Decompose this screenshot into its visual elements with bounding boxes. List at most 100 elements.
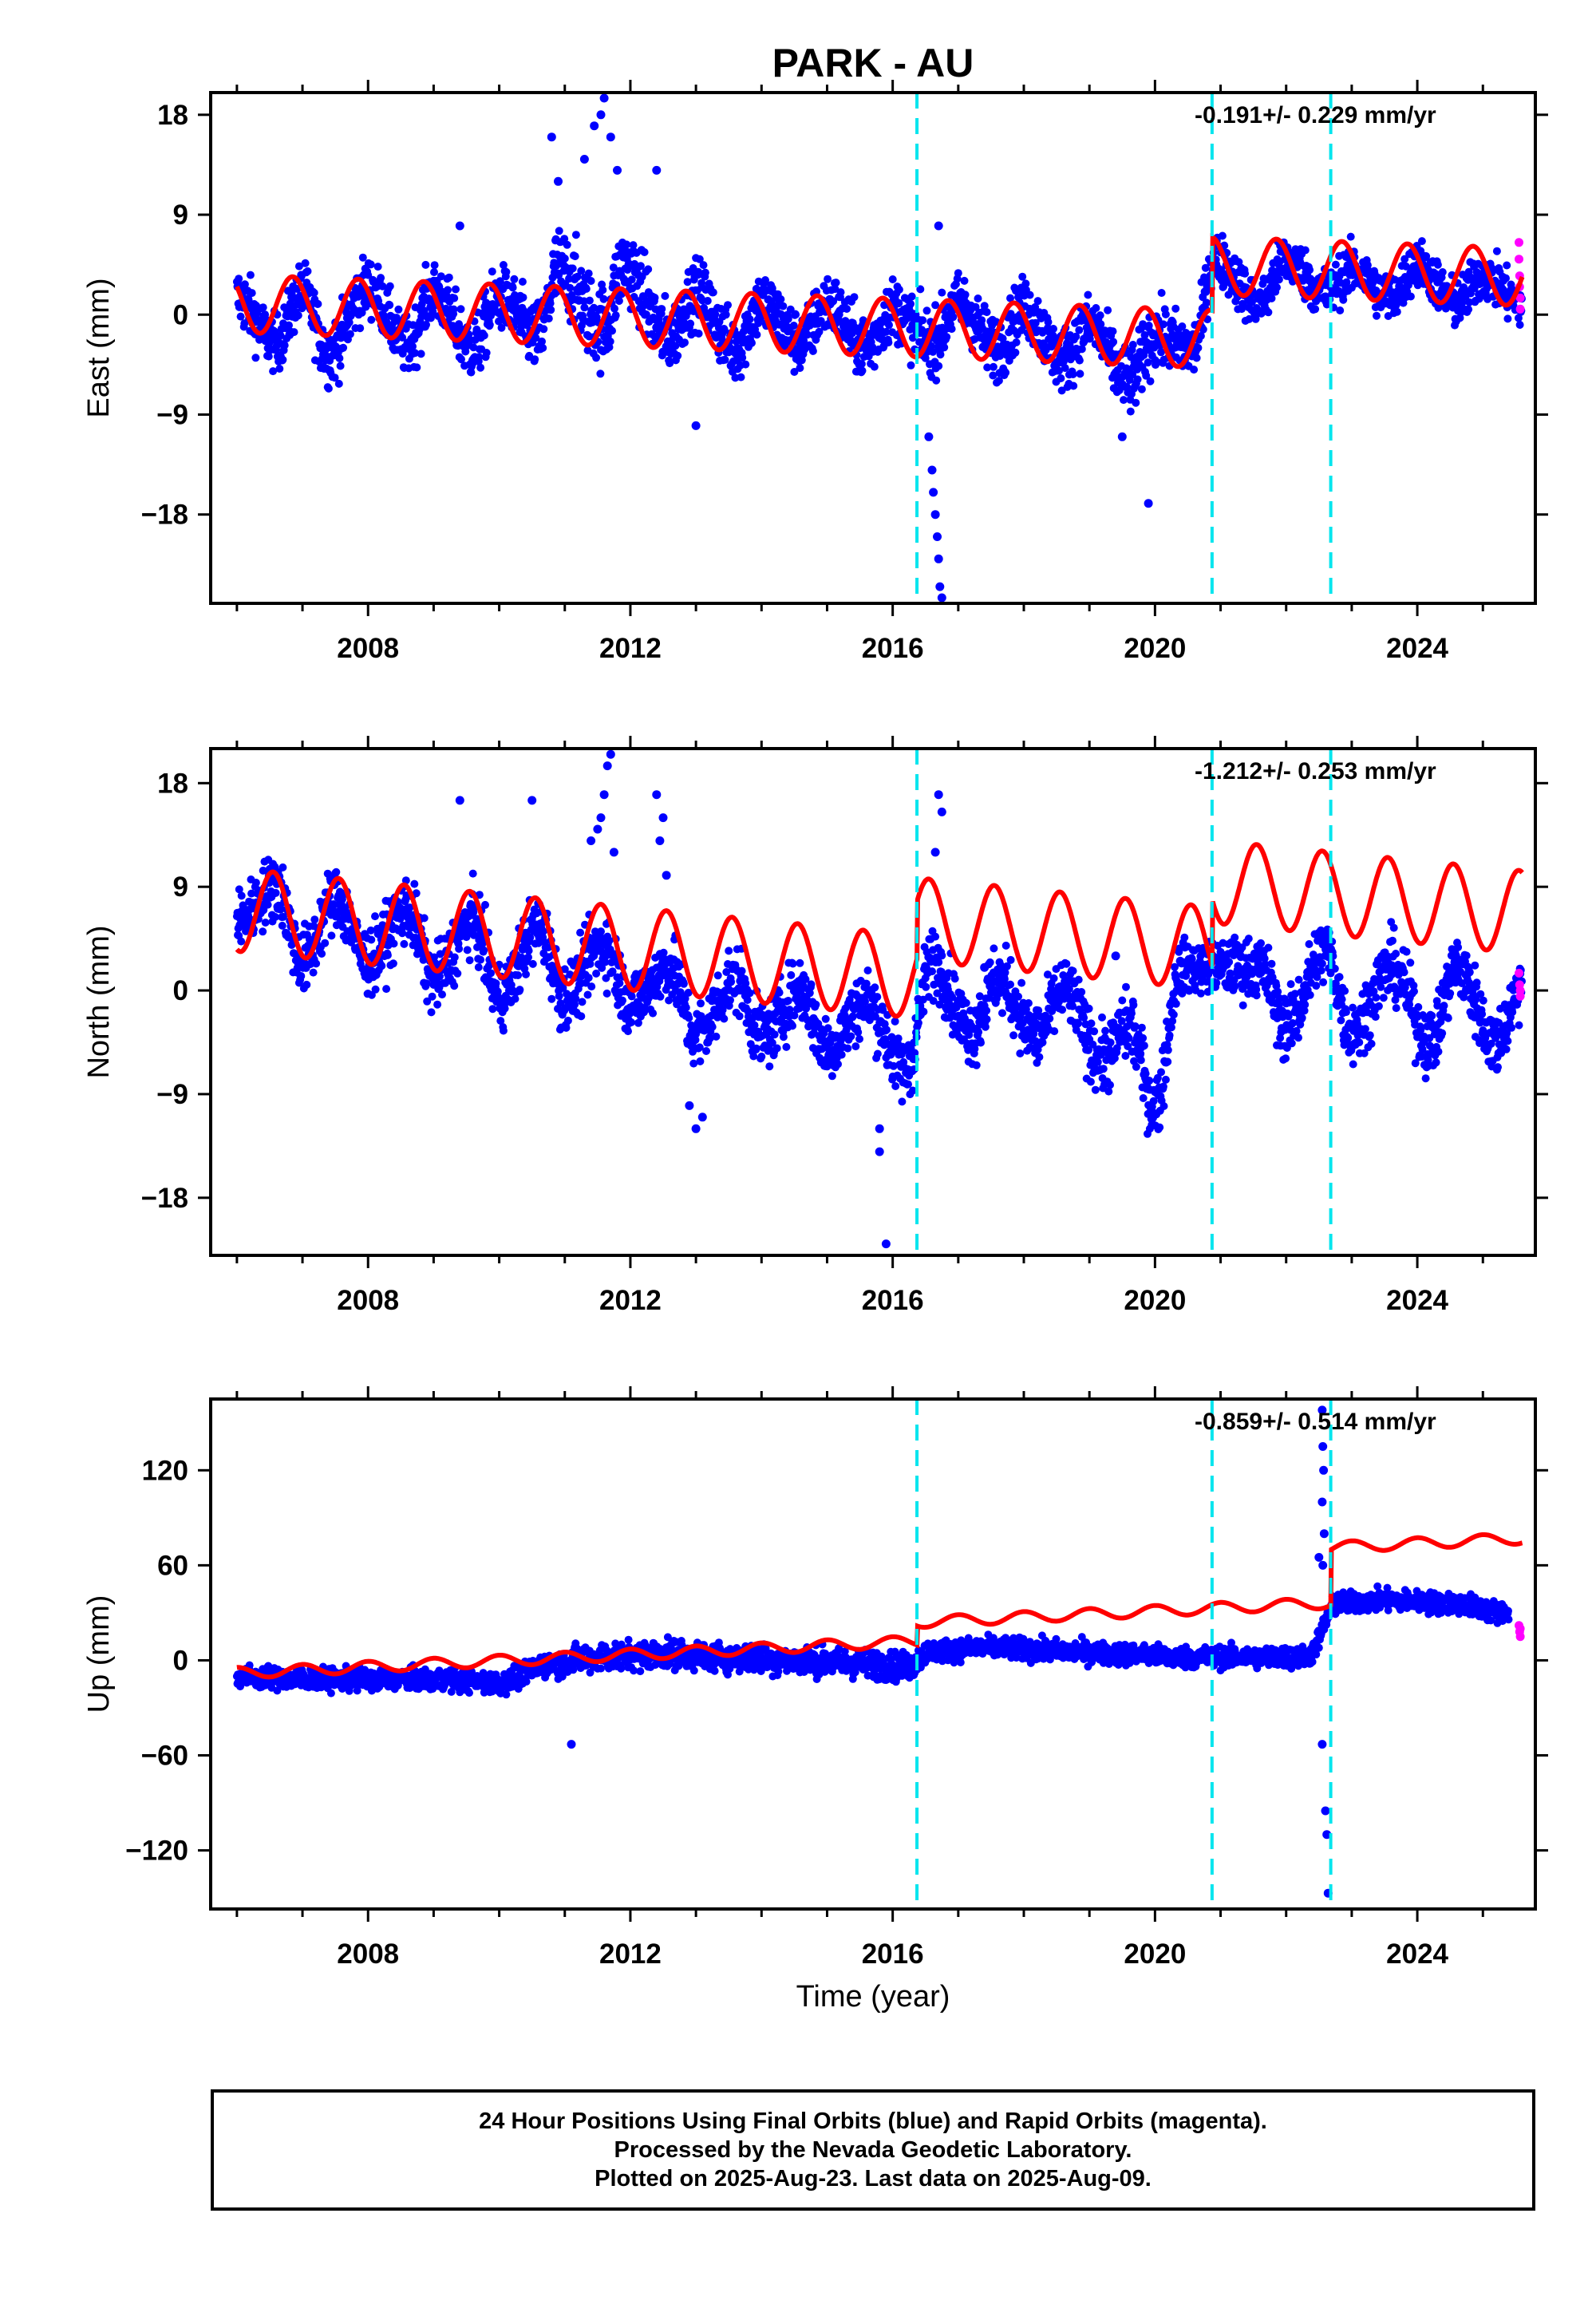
final-point <box>481 900 489 909</box>
final-point <box>1163 1057 1172 1066</box>
chart-title: PARK - AU <box>772 41 974 85</box>
final-point <box>871 983 879 992</box>
final-point <box>792 310 800 319</box>
outlier-point <box>930 510 940 520</box>
y-tick-label: −9 <box>156 399 188 430</box>
final-point <box>1336 306 1345 314</box>
final-point <box>538 337 546 346</box>
final-point <box>858 366 867 375</box>
final-point <box>1074 1019 1083 1028</box>
final-point <box>929 347 938 356</box>
final-point <box>1159 1082 1167 1091</box>
final-point <box>1178 322 1187 330</box>
final-point <box>1342 278 1351 287</box>
final-point <box>615 979 624 987</box>
final-point <box>974 294 982 302</box>
final-point <box>457 355 465 364</box>
final-point <box>1024 999 1033 1007</box>
final-point <box>240 280 249 289</box>
final-point <box>829 297 838 306</box>
final-point <box>1157 348 1165 357</box>
final-point <box>989 371 998 380</box>
final-point <box>237 937 246 946</box>
final-point <box>1061 364 1069 373</box>
final-point <box>784 997 792 1005</box>
final-point <box>972 1061 981 1069</box>
final-point <box>428 992 437 1001</box>
final-point <box>1084 1004 1093 1013</box>
final-point <box>922 306 931 315</box>
final-point <box>367 315 376 324</box>
final-point <box>382 985 391 994</box>
final-point <box>843 1044 852 1053</box>
final-point <box>1140 351 1148 359</box>
final-point <box>247 889 256 898</box>
final-point <box>800 336 808 345</box>
final-point <box>784 314 792 323</box>
final-point <box>947 325 956 334</box>
final-point <box>1331 260 1340 269</box>
final-point <box>1012 338 1021 346</box>
final-point <box>982 1006 991 1015</box>
final-point <box>1018 272 1027 281</box>
final-point <box>1086 1077 1095 1086</box>
final-point <box>1141 1069 1150 1078</box>
final-point <box>1417 237 1426 246</box>
final-point <box>546 299 555 307</box>
final-point <box>275 365 284 373</box>
final-point <box>1099 1065 1108 1073</box>
final-point <box>235 275 243 283</box>
final-point <box>1159 320 1167 329</box>
final-point <box>259 906 268 915</box>
final-point <box>1346 232 1355 241</box>
plot-area-east <box>232 93 1526 603</box>
velocity-rate-label-east: -0.191+/- 0.229 mm/yr <box>1195 102 1436 128</box>
final-point <box>721 310 730 319</box>
final-point <box>1139 1034 1148 1042</box>
final-point <box>815 327 824 336</box>
final-point <box>508 283 517 292</box>
final-point <box>936 350 945 359</box>
final-point <box>627 992 636 1001</box>
outlier-point <box>613 165 622 175</box>
rapid-point <box>1515 238 1523 247</box>
final-point <box>577 1012 586 1021</box>
final-point <box>539 325 548 334</box>
final-point <box>752 1044 760 1053</box>
final-point <box>1092 304 1100 312</box>
final-point <box>1492 247 1501 255</box>
final-point <box>1109 338 1118 346</box>
final-point <box>285 321 293 330</box>
final-point <box>487 969 495 978</box>
final-point <box>1132 1062 1140 1071</box>
final-point <box>960 276 969 285</box>
final-point <box>563 240 571 249</box>
final-point <box>1157 1068 1165 1077</box>
final-point <box>980 302 989 310</box>
final-point <box>480 946 488 954</box>
final-point <box>1251 314 1260 323</box>
final-point <box>1137 385 1146 393</box>
final-point <box>1058 1006 1067 1014</box>
final-point <box>539 927 547 935</box>
final-point <box>346 330 354 338</box>
final-point <box>748 338 756 347</box>
final-point <box>389 939 398 948</box>
final-point <box>566 283 575 292</box>
final-point <box>931 932 940 941</box>
final-point <box>409 342 417 350</box>
final-point <box>405 903 414 912</box>
final-point <box>584 974 593 982</box>
outlier-point <box>606 132 615 142</box>
final-point <box>1120 396 1128 405</box>
final-point <box>456 305 465 314</box>
final-point <box>297 972 306 980</box>
final-point <box>741 360 750 369</box>
outlier-point <box>547 132 556 142</box>
final-point <box>499 1026 508 1035</box>
final-point <box>467 368 476 377</box>
outlier-point <box>929 488 938 497</box>
final-point <box>812 1000 820 1009</box>
final-point <box>1009 1031 1018 1040</box>
